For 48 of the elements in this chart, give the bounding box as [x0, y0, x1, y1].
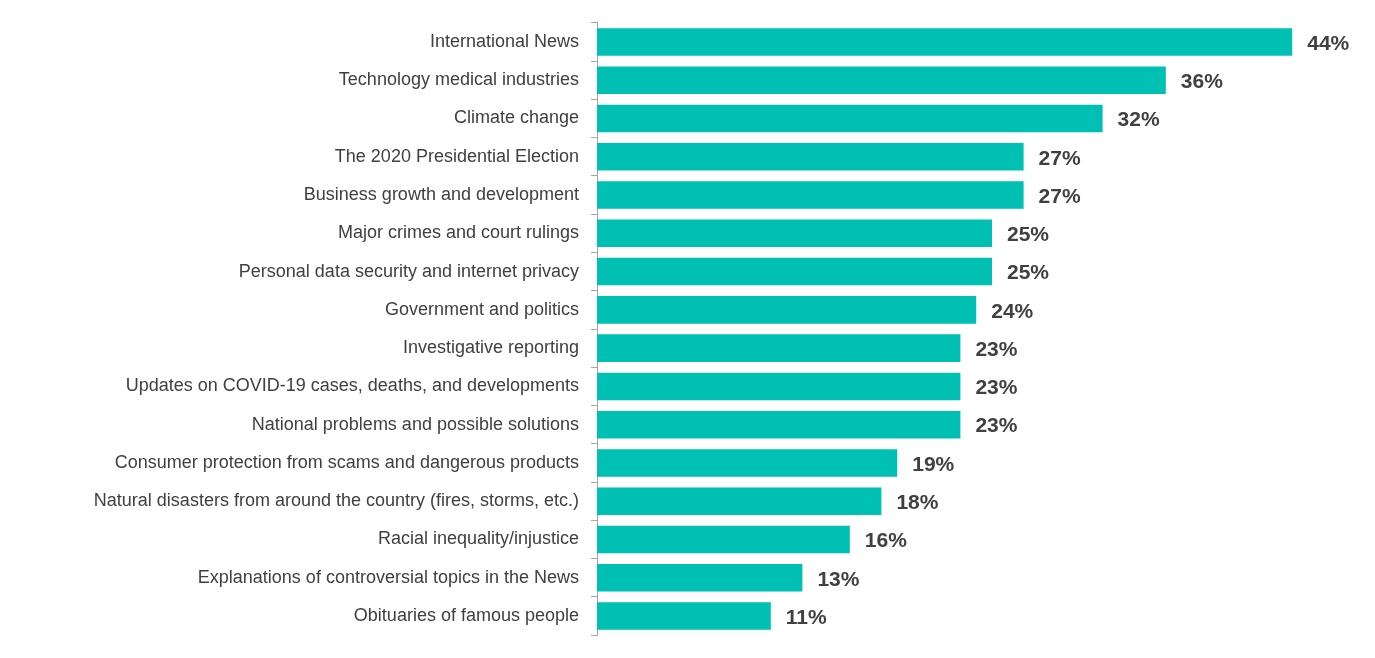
bar [597, 487, 882, 516]
bar [597, 219, 992, 248]
bar [597, 28, 1293, 56]
y-tick-label: Government and politics [384, 298, 579, 319]
data-label: 23% [975, 413, 1018, 437]
y-tick-label: Natural disasters from around the country (fires, storms, etc.) [93, 490, 579, 511]
data-label: 25% [1007, 260, 1050, 284]
y-tick-label: Major crimes and court rulings [337, 222, 579, 243]
bar [597, 602, 771, 630]
data-label: 32% [1117, 107, 1160, 131]
y-tick-label: Updates on COVID-19 cases, deaths, and developments [125, 375, 579, 396]
data-label: 11% [785, 604, 827, 628]
bar [597, 181, 1024, 209]
data-label: 19% [912, 451, 955, 475]
bar [597, 296, 977, 324]
y-tick-label: Obituaries of famous people [353, 605, 579, 626]
bar [597, 449, 898, 477]
data-label: 27% [1038, 183, 1081, 207]
bar [597, 104, 1103, 133]
bar [597, 257, 992, 286]
data-label: 24% [991, 298, 1034, 322]
y-tick-label: Racial inequality/injustice [377, 528, 579, 549]
y-tick-label: Climate change [453, 107, 579, 128]
bar [597, 525, 850, 554]
data-label: 25% [1007, 222, 1050, 246]
data-label: 13% [817, 566, 860, 590]
data-label: 44% [1307, 30, 1350, 54]
data-label: 16% [864, 528, 908, 552]
bar [597, 564, 803, 592]
y-tick-label: Investigative reporting [402, 337, 579, 358]
bar [597, 410, 961, 439]
bar [597, 142, 1024, 171]
y-tick-label: Consumer protection from scams and dangerous products [114, 451, 579, 472]
y-tick-label: National problems and possible solutions [251, 413, 579, 434]
y-tick-label: The 2020 Presidential Election [334, 145, 579, 166]
data-label: 27% [1038, 145, 1081, 169]
y-tick-label: Personal data security and internet privacy [238, 260, 579, 281]
data-label: 18% [896, 490, 939, 514]
data-label: 23% [975, 336, 1018, 360]
y-tick-label: Technology medical industries [338, 69, 579, 90]
y-tick-label: Business growth and development [303, 184, 579, 205]
bar [597, 334, 961, 362]
data-label: 36% [1180, 69, 1224, 93]
bar [597, 66, 1166, 94]
bar [597, 372, 961, 401]
data-label: 23% [975, 375, 1018, 399]
y-tick-label: Explanations of controversial topics in the News [197, 566, 579, 587]
y-tick-label: International News [429, 30, 579, 51]
